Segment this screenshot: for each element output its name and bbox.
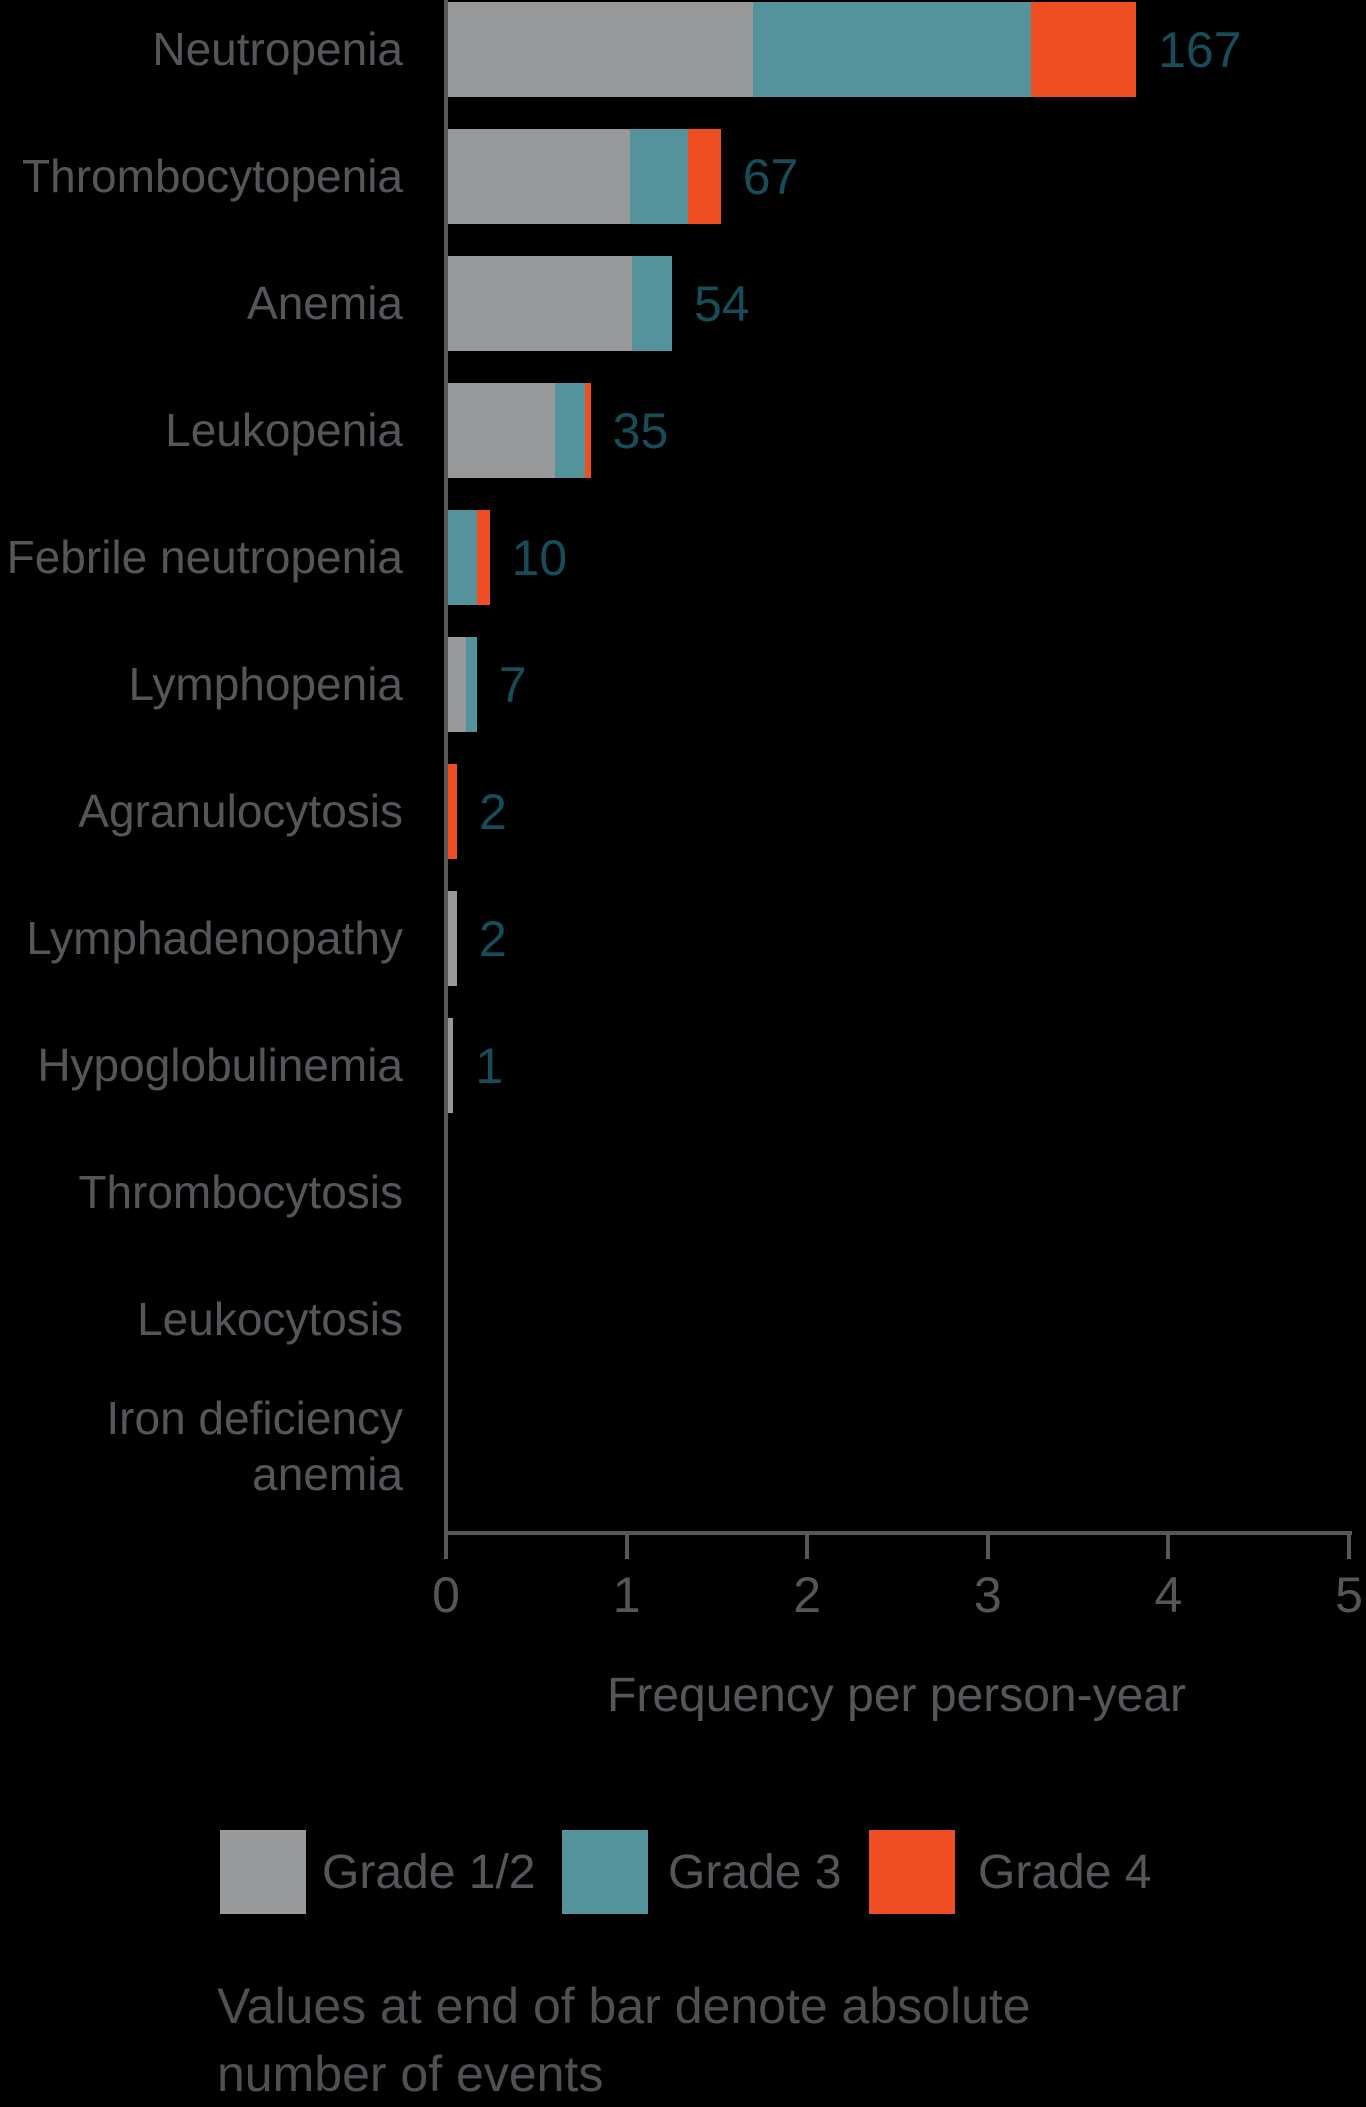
bar-segment-grade-3 [466, 637, 477, 732]
footnote: Values at end of bar denote absolute numb… [217, 1972, 1267, 2107]
event-count-label: 2 [479, 910, 507, 967]
x-axis-tick [1166, 1535, 1171, 1559]
bar-segment-grade-1-2 [448, 129, 631, 224]
bar-row: Leukopenia 35 [0, 381, 1366, 508]
bar-segment-grade-1-2 [448, 256, 633, 351]
category-label: Febrile neutropenia [6, 530, 403, 583]
footnote-line: number of events [217, 2046, 604, 2102]
legend-label: Grade 4 [978, 1845, 1152, 1899]
bar-segment-grade-3 [448, 510, 477, 605]
stacked-bar [448, 637, 477, 732]
category-label: Anemia [247, 276, 403, 329]
category-label: Lymphopenia [128, 657, 404, 710]
x-axis-title: Frequency per person-year [607, 1669, 1186, 1722]
bar-segment-grade-3 [554, 383, 586, 478]
bar-segment-grade-3 [632, 256, 672, 351]
bar-segment-grade-4 [1031, 2, 1137, 97]
event-count-label: 35 [612, 402, 669, 459]
x-axis-tick-label: 3 [973, 1567, 1002, 1623]
bar-row: Thrombocytopenia 67 [0, 127, 1366, 254]
bar-segment-grade-1-2 [448, 637, 467, 732]
legend-label: Grade 3 [668, 1845, 842, 1899]
bar-segment-grade-4 [476, 510, 490, 605]
bar-row: Hypoglobulinemia 1 [0, 1016, 1366, 1143]
bar-segment-grade-1-2 [448, 383, 555, 478]
category-label: Thrombocytopenia [22, 149, 403, 202]
x-axis-tick-label: 0 [432, 1567, 460, 1623]
x-axis-tick [805, 1535, 810, 1559]
category-label: Leukopenia [165, 403, 403, 456]
bar-segment-grade-1-2 [448, 891, 458, 986]
stacked-bar [448, 383, 591, 478]
x-axis-tick [444, 1535, 448, 1559]
bar-row: Neutropenia 167 [0, 0, 1366, 127]
x-axis-line [444, 1531, 1352, 1535]
category-label: Leukocytosis [137, 1292, 403, 1345]
category-label: Hypoglobulinemia [37, 1038, 403, 1091]
x-axis-tick [985, 1535, 990, 1559]
category-label: Thrombocytosis [78, 1165, 403, 1218]
x-axis-tick [1347, 1535, 1351, 1559]
legend-swatch-grade-3 [562, 1830, 648, 1914]
category-label: Agranulocytosis [78, 784, 403, 837]
x-axis-tick-label: 5 [1335, 1567, 1363, 1623]
bar-row: Agranulocytosis 2 [0, 762, 1366, 889]
legend-swatch-grade-1-2 [220, 1830, 306, 1914]
legend-label: Grade 1/2 [322, 1845, 536, 1899]
legend-swatch-grade-4 [869, 1830, 955, 1914]
x-axis-tick-label: 2 [793, 1567, 822, 1623]
x-axis-tick-label: 4 [1154, 1567, 1183, 1623]
event-count-label: 2 [479, 783, 507, 840]
bar-row: Iron deficiency anemia [0, 1392, 1366, 1524]
footnote-line: Values at end of bar denote absolute [217, 1978, 1031, 2034]
event-count-label: 1 [475, 1037, 504, 1094]
event-count-label: 10 [511, 529, 568, 586]
x-axis-tick-label: 1 [612, 1567, 641, 1623]
stacked-bar [448, 2, 1137, 97]
bar-segment-grade-1-2 [448, 1018, 454, 1113]
stacked-bar [448, 1018, 454, 1113]
bar-row: Febrile neutropenia 10 [0, 508, 1366, 635]
category-label: Neutropenia [152, 22, 403, 75]
event-count-label: 54 [693, 275, 750, 332]
category-label: Iron deficiency anemia [106, 1392, 403, 1500]
bar-segment-grade-4 [448, 764, 458, 859]
bar-row: Lymphadenopathy 2 [0, 889, 1366, 1016]
event-count-label: 7 [498, 656, 527, 713]
stacked-bar [448, 891, 458, 986]
bar-row: Lymphopenia 7 [0, 635, 1366, 762]
event-count-label: 167 [1158, 21, 1242, 78]
y-axis-line [444, 0, 448, 1535]
bar-segment-grade-3 [630, 129, 689, 224]
category-label: Lymphadenopathy [26, 911, 403, 964]
bar-segment-grade-3 [753, 2, 1032, 97]
bar-row: Anemia 54 [0, 254, 1366, 381]
bar-segment-grade-1-2 [448, 2, 754, 97]
bar-segment-grade-4 [585, 383, 591, 478]
bar-segment-grade-4 [688, 129, 721, 224]
event-count-label: 67 [742, 148, 799, 205]
stacked-bar [448, 510, 490, 605]
stacked-bar [448, 256, 672, 351]
bar-row: Leukocytosis [0, 1270, 1366, 1397]
bar-row: Thrombocytosis [0, 1143, 1366, 1270]
stacked-bar [448, 129, 721, 224]
x-axis-tick [624, 1535, 629, 1559]
stacked-bar [448, 764, 458, 859]
